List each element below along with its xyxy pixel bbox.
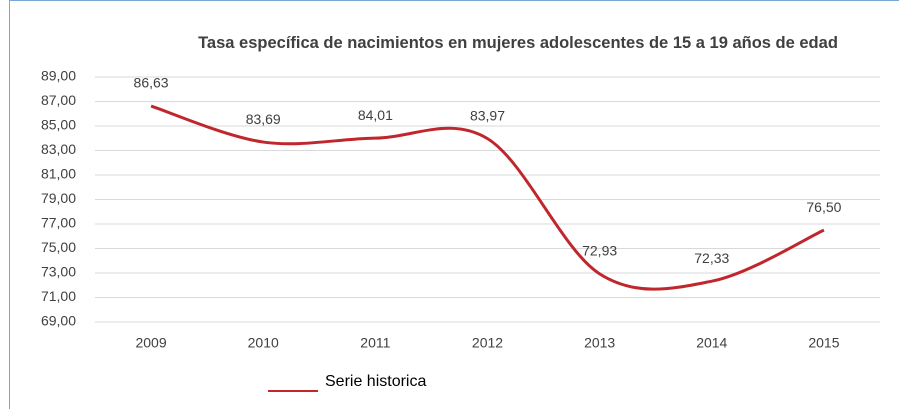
data-label: 83,97 (470, 107, 505, 123)
y-tick-label: 69,00 (41, 313, 76, 329)
x-tick-label: 2012 (472, 335, 503, 351)
data-label: 86,63 (134, 75, 169, 91)
x-tick-label: 2013 (584, 335, 615, 351)
data-label: 76,50 (806, 199, 841, 215)
y-tick-label: 89,00 (41, 68, 76, 84)
line (150, 104, 825, 291)
chart-border (9, 0, 899, 409)
y-tick-label: 81,00 (41, 166, 76, 182)
y-tick-label: 73,00 (41, 264, 76, 280)
x-tick-label: 2015 (808, 335, 839, 351)
y-tick-label: 71,00 (41, 288, 76, 304)
data-label: 83,69 (246, 111, 281, 127)
x-tick-label: 2014 (696, 335, 727, 351)
y-tick-label: 77,00 (41, 215, 76, 231)
x-tick-label: 2009 (135, 335, 166, 351)
x-tick-label: 2011 (360, 335, 390, 351)
data-label: 84,01 (358, 107, 393, 123)
y-tick-label: 75,00 (41, 239, 76, 255)
x-tick-label: 2010 (248, 335, 279, 351)
y-tick-label: 79,00 (41, 190, 76, 206)
data-label: 72,93 (582, 243, 617, 259)
y-tick-label: 83,00 (41, 141, 76, 157)
data-label: 72,33 (694, 250, 729, 266)
y-tick-label: 87,00 (41, 92, 76, 108)
chart-title: Tasa específica de nacimientos en mujere… (198, 34, 838, 52)
y-tick-label: 85,00 (41, 117, 76, 133)
legend-label: Serie historica (325, 373, 426, 390)
